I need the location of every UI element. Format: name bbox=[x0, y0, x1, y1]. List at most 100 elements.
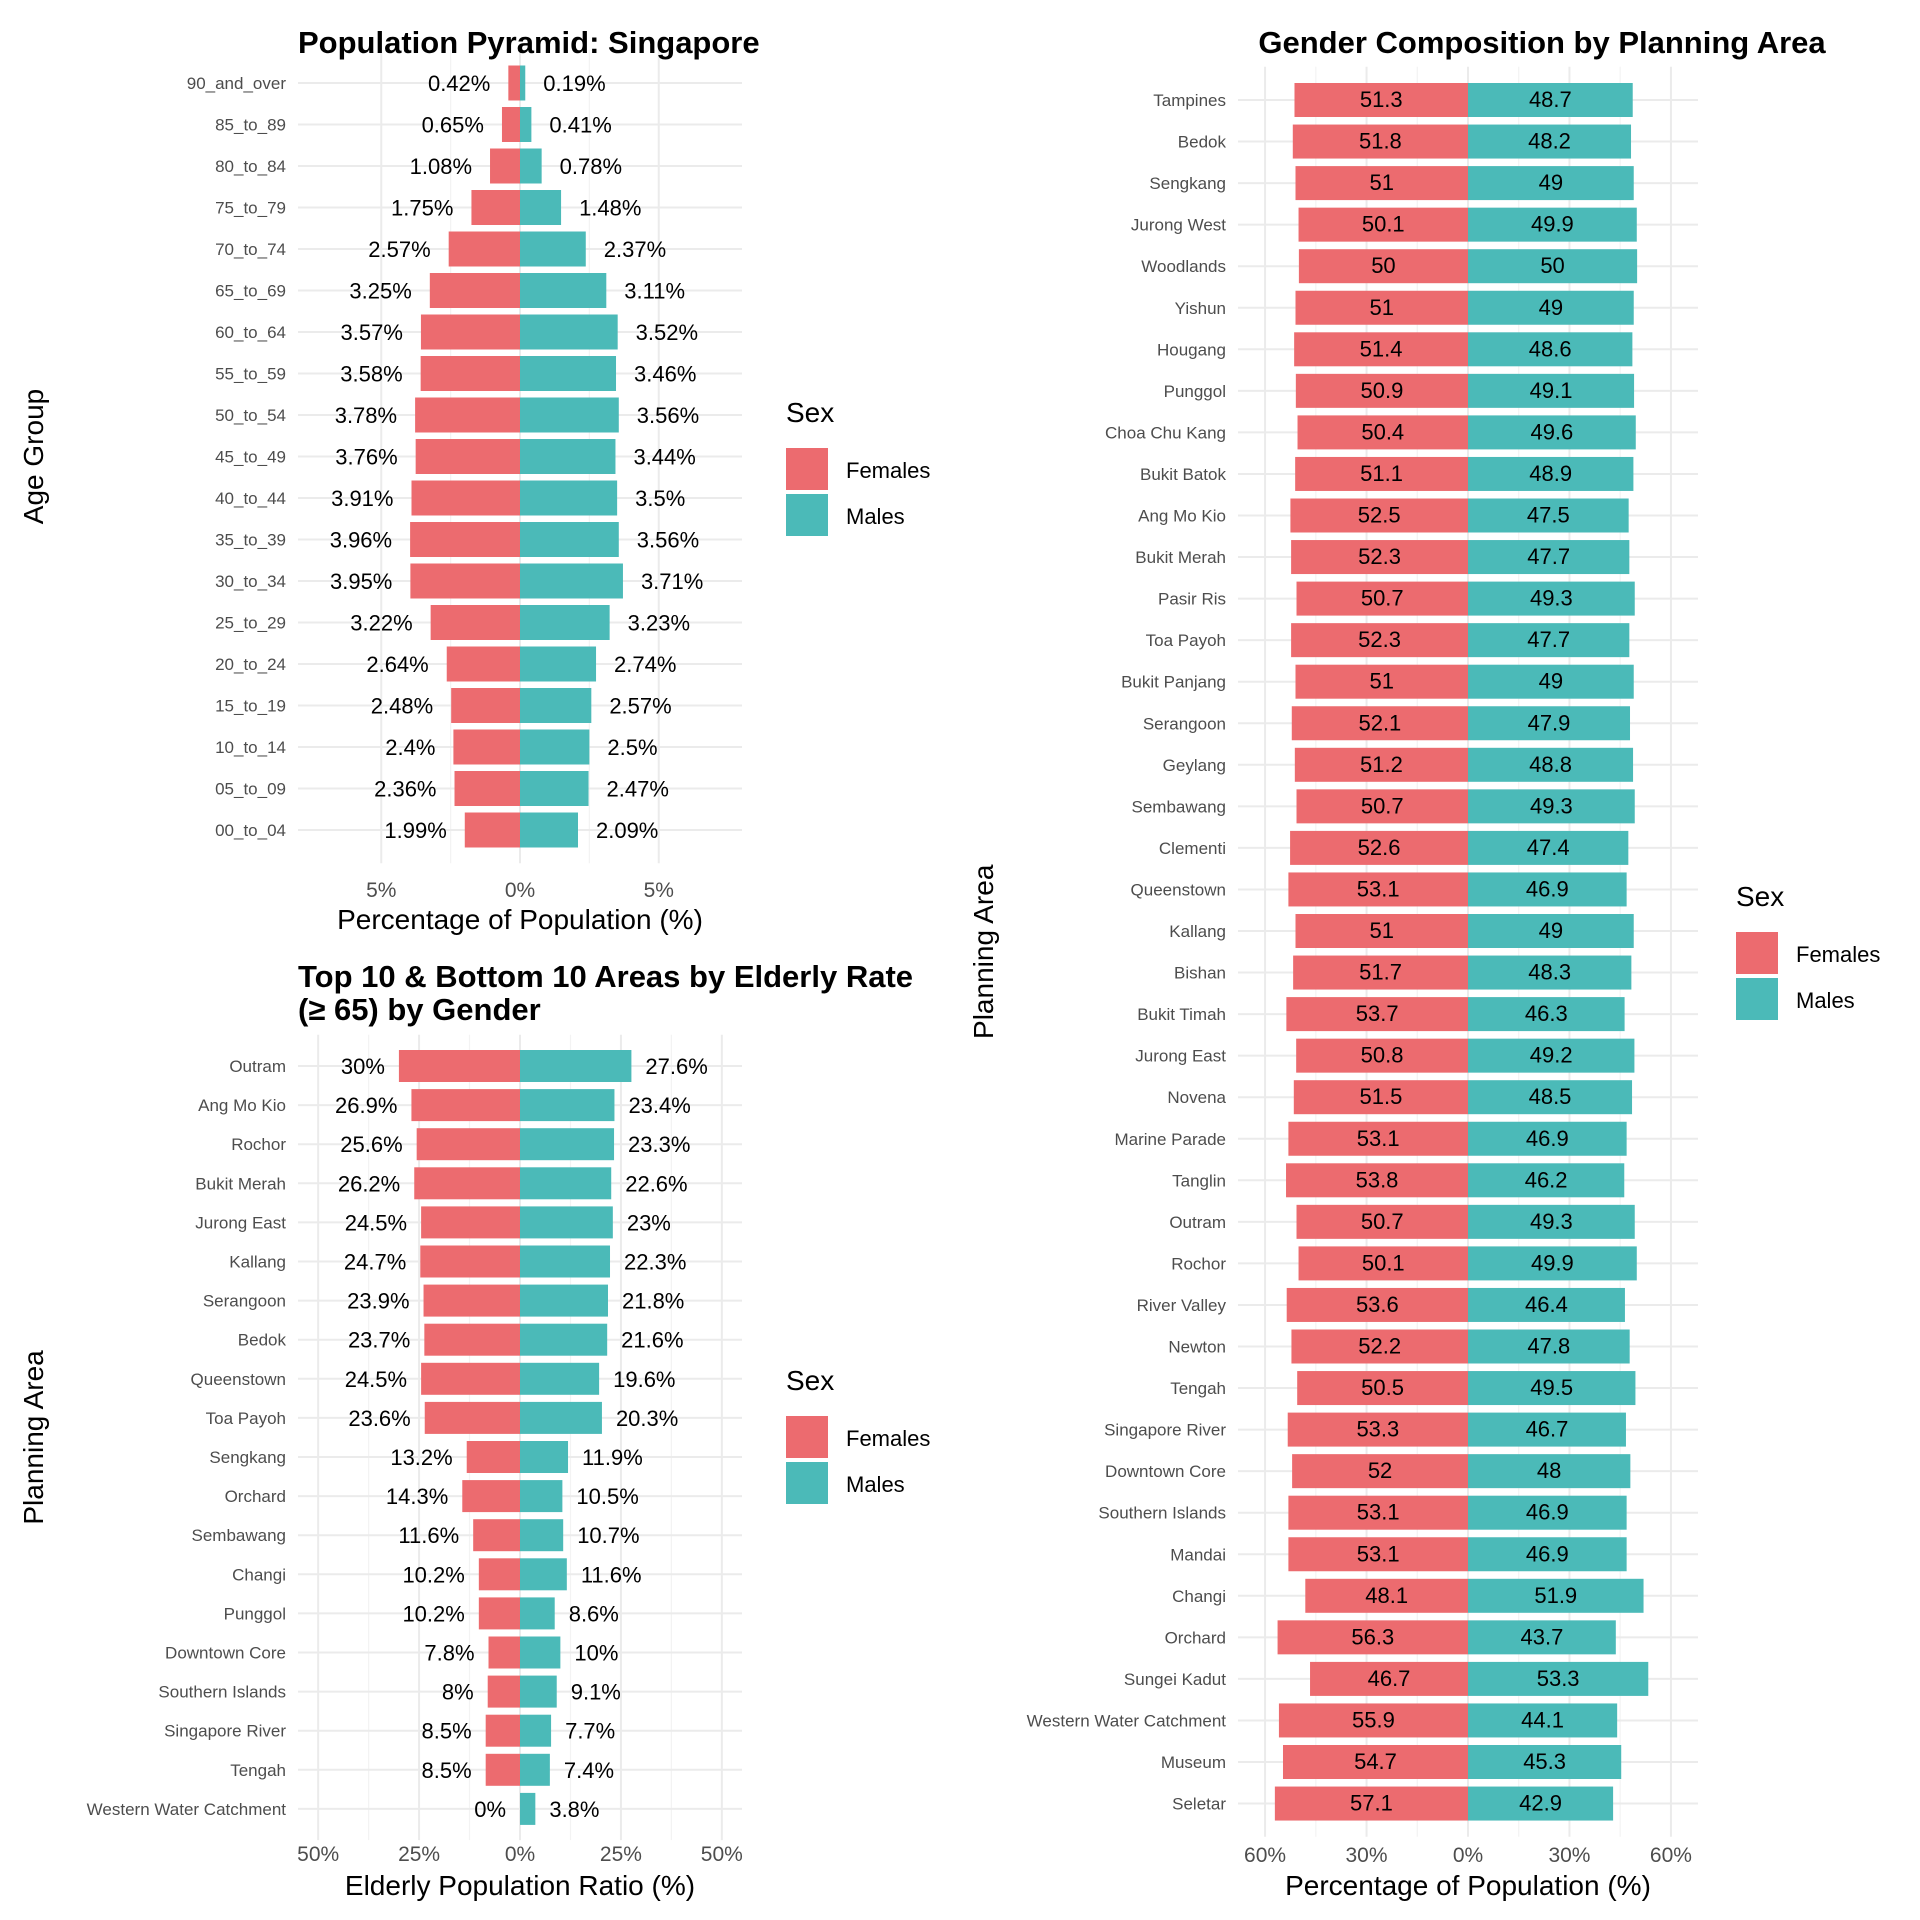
category-label: 35_to_39 bbox=[215, 531, 286, 550]
female-bar bbox=[420, 356, 520, 391]
male-value-label: 22.3% bbox=[624, 1250, 686, 1275]
female-value-label: 53.1 bbox=[1357, 1500, 1400, 1525]
female-bar bbox=[485, 1753, 520, 1786]
category-label: Bedok bbox=[1178, 133, 1227, 152]
female-value-label: 1.75% bbox=[391, 196, 453, 221]
male-bar bbox=[1468, 955, 1632, 990]
female-value-label: 3.57% bbox=[341, 320, 403, 345]
male-bar bbox=[520, 646, 597, 682]
category-label: Punggol bbox=[224, 1604, 286, 1623]
male-bar bbox=[520, 771, 589, 806]
male-bar bbox=[520, 1206, 613, 1239]
female-value-label: 51.8 bbox=[1359, 129, 1402, 154]
female-value-label: 24.7% bbox=[344, 1250, 406, 1275]
female-value-label: 3.78% bbox=[335, 403, 397, 428]
category-label: Mandai bbox=[1170, 1545, 1226, 1564]
female-bar bbox=[1294, 332, 1468, 367]
male-value-label: 21.8% bbox=[622, 1289, 684, 1314]
female-bar bbox=[1296, 789, 1468, 824]
male-bar bbox=[520, 688, 592, 723]
x-tick-label: 30% bbox=[1346, 1844, 1388, 1867]
male-bar bbox=[520, 397, 619, 433]
category-label: Serangoon bbox=[1143, 714, 1226, 733]
category-label: Bukit Batok bbox=[1140, 465, 1226, 484]
female-value-label: 1.08% bbox=[410, 154, 472, 179]
male-bar bbox=[520, 729, 590, 765]
legend-swatch-females bbox=[786, 448, 828, 490]
legend-label-females: Females bbox=[846, 458, 930, 483]
female-bar bbox=[1305, 1578, 1468, 1613]
female-value-label: 2.48% bbox=[371, 694, 433, 719]
female-bar bbox=[1298, 207, 1468, 242]
x-tick-label: 5% bbox=[644, 879, 674, 902]
male-bar bbox=[520, 1089, 615, 1122]
category-label: Toa Payoh bbox=[206, 1409, 286, 1428]
female-value-label: 50.8 bbox=[1361, 1043, 1404, 1068]
legend-swatch-males bbox=[1736, 978, 1778, 1020]
male-bar bbox=[1468, 1204, 1635, 1239]
male-bar bbox=[1468, 706, 1631, 741]
male-bar bbox=[520, 190, 562, 225]
category-label: 45_to_49 bbox=[215, 448, 286, 467]
male-value-label: 49 bbox=[1539, 170, 1563, 195]
male-value-label: 0.41% bbox=[549, 113, 611, 138]
male-bar bbox=[520, 314, 618, 350]
female-bar bbox=[1295, 914, 1468, 948]
male-value-label: 3.46% bbox=[634, 362, 696, 387]
male-bar bbox=[1468, 540, 1630, 575]
male-value-label: 49.6 bbox=[1530, 419, 1573, 444]
male-bar bbox=[520, 605, 610, 640]
category-label: Bishan bbox=[1174, 964, 1226, 983]
female-bar bbox=[415, 397, 520, 433]
male-bar bbox=[1468, 332, 1633, 367]
male-value-label: 1.48% bbox=[579, 196, 641, 221]
category-label: 05_to_09 bbox=[215, 780, 286, 799]
category-label: Singapore River bbox=[164, 1722, 286, 1741]
population-pyramid-chart: 0.42% 0.19% 0.65% 0.41% 1.08% 0.78% 1.75% 1.48%… bbox=[18, 25, 930, 935]
male-value-label: 46.4 bbox=[1525, 1292, 1568, 1317]
category-label: 55_to_59 bbox=[215, 365, 286, 384]
male-bar bbox=[520, 439, 616, 474]
female-bar bbox=[1295, 664, 1468, 699]
female-bar bbox=[423, 1284, 520, 1317]
category-label: 80_to_84 bbox=[215, 157, 286, 176]
male-bar bbox=[1468, 789, 1635, 824]
category-label: Orchard bbox=[1165, 1628, 1226, 1647]
female-bar bbox=[1288, 872, 1468, 907]
male-bar bbox=[520, 812, 578, 848]
x-tick-label: 60% bbox=[1650, 1844, 1692, 1867]
female-value-label: 2.64% bbox=[366, 652, 428, 677]
category-label: Queenstown bbox=[191, 1370, 286, 1389]
male-value-label: 19.6% bbox=[613, 1367, 675, 1392]
male-bar bbox=[1468, 83, 1633, 117]
male-value-label: 0.19% bbox=[543, 71, 605, 96]
male-bar bbox=[1468, 1703, 1618, 1738]
male-value-label: 46.9 bbox=[1526, 1541, 1569, 1566]
x-tick-label: 50% bbox=[701, 1843, 743, 1866]
female-value-label: 50.1 bbox=[1362, 1250, 1405, 1275]
male-value-label: 48.5 bbox=[1529, 1084, 1572, 1109]
female-bar bbox=[1293, 1080, 1468, 1115]
male-value-label: 9.1% bbox=[571, 1680, 621, 1705]
category-label: Ang Mo Kio bbox=[198, 1096, 286, 1115]
category-label: 65_to_69 bbox=[215, 282, 286, 301]
female-bar bbox=[1287, 1412, 1468, 1447]
female-value-label: 51.4 bbox=[1360, 336, 1403, 361]
legend-swatch-females bbox=[786, 1416, 828, 1458]
male-value-label: 7.4% bbox=[564, 1758, 614, 1783]
category-label: Pasir Ris bbox=[1158, 590, 1226, 609]
female-bar bbox=[1290, 830, 1468, 865]
female-value-label: 55.9 bbox=[1352, 1707, 1395, 1732]
category-label: Downtown Core bbox=[1105, 1462, 1226, 1481]
female-bar bbox=[454, 771, 520, 806]
male-bar bbox=[1468, 1454, 1631, 1489]
category-label: Changi bbox=[232, 1565, 286, 1584]
female-bar bbox=[416, 1128, 520, 1161]
category-label: Jurong West bbox=[1131, 216, 1226, 235]
female-bar bbox=[453, 729, 520, 765]
male-bar bbox=[1468, 623, 1630, 658]
female-value-label: 51.3 bbox=[1360, 87, 1403, 112]
male-value-label: 51.9 bbox=[1534, 1583, 1577, 1608]
female-bar bbox=[508, 65, 520, 101]
female-bar bbox=[488, 1636, 520, 1669]
